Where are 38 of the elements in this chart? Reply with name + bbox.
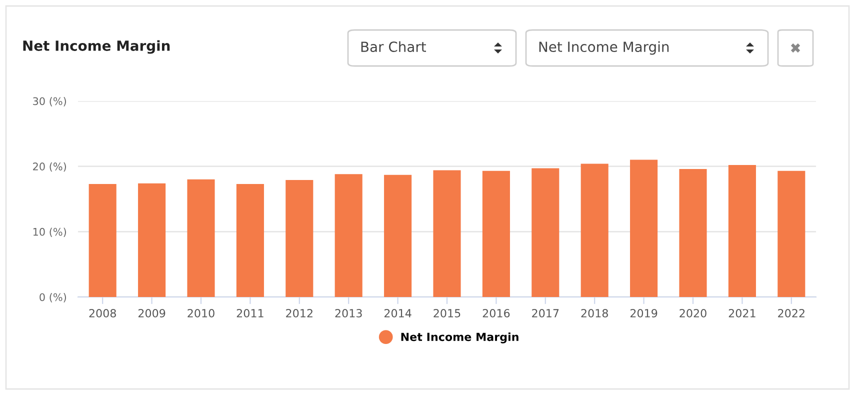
- text: Bar Chart: [361, 41, 426, 52]
- bar: [532, 168, 560, 297]
- bar: [187, 179, 215, 297]
- bar: [778, 170, 806, 297]
- text: Net Income Margin: [539, 41, 669, 55]
- bar: [138, 183, 166, 297]
- x-tick-label: 2020: [680, 309, 706, 318]
- x-tick-label: 2015: [434, 309, 460, 318]
- x-tick-label: 2008: [89, 309, 116, 318]
- y-tick-label: 20 (%): [33, 162, 66, 172]
- x-tick-label: 2022: [778, 309, 804, 318]
- bar: [482, 170, 510, 297]
- x-tick-label: 2009: [138, 309, 166, 318]
- bar: [679, 168, 707, 297]
- bar: [286, 180, 314, 297]
- bar: [580, 164, 608, 297]
- x-tick-label: 2013: [335, 309, 362, 318]
- chart-title: Net Income Margin: [23, 40, 170, 54]
- bar: [88, 184, 116, 297]
- x-tick-label: 2017: [532, 309, 559, 318]
- y-tick-label: 0 (%): [40, 293, 66, 302]
- bar: [630, 160, 658, 297]
- x-tick-label: 2011: [236, 309, 264, 318]
- x-tick-label: 2016: [482, 309, 510, 318]
- x-tick-label: 2012: [286, 309, 312, 318]
- x-tick-label: 2010: [188, 309, 214, 318]
- bar: [728, 165, 756, 297]
- x-tick-label: 2018: [581, 309, 608, 318]
- y-tick-label: 10 (%): [33, 228, 66, 237]
- bar: [236, 184, 264, 297]
- bar: [334, 174, 362, 297]
- x-tick-label: 2021: [728, 309, 756, 318]
- bar: [433, 170, 461, 297]
- bar: [384, 174, 412, 297]
- legend-label: Net Income Margin: [401, 332, 518, 344]
- x-tick-label: 2019: [630, 309, 658, 318]
- y-tick-label: 30 (%): [33, 97, 66, 106]
- x-tick-label: 2014: [384, 309, 412, 318]
